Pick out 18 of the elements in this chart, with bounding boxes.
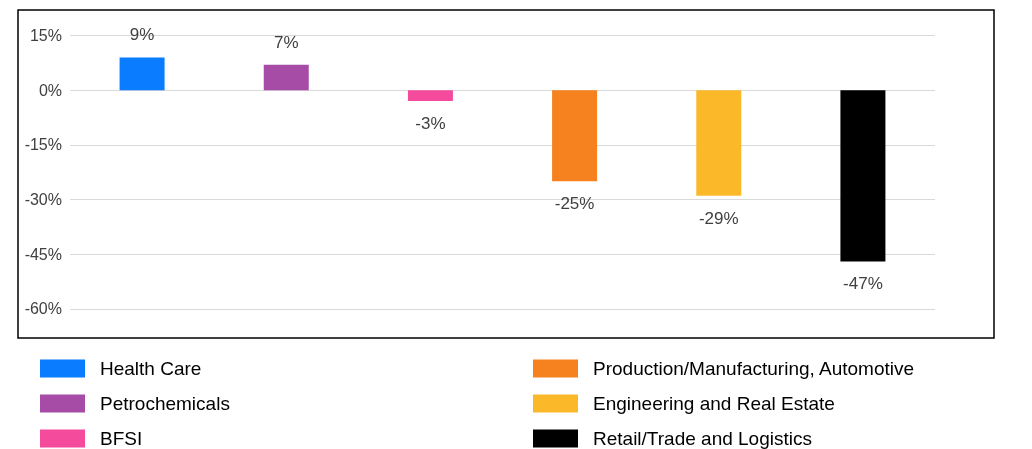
y-tick-label: 0% bbox=[38, 81, 62, 99]
data-label: -29% bbox=[698, 208, 739, 228]
legend-label: BFSI bbox=[100, 428, 143, 449]
legend-label: Engineering and Real Estate bbox=[593, 393, 835, 414]
data-label: -47% bbox=[843, 274, 883, 294]
data-label: -3% bbox=[415, 114, 446, 134]
y-tick-label: -30% bbox=[24, 191, 62, 209]
data-label: 7% bbox=[273, 32, 299, 52]
legend-label: Health Care bbox=[100, 358, 202, 379]
legend-label: Production/Manufacturing, Automotive bbox=[593, 358, 915, 379]
y-tick-label: -45% bbox=[24, 245, 62, 263]
y-tick-label: 15% bbox=[29, 27, 62, 45]
legend-label: Retail/Trade and Logistics bbox=[593, 428, 812, 449]
legend-label: Petrochemicals bbox=[100, 393, 230, 414]
y-tick-label: -60% bbox=[24, 300, 62, 318]
data-label: -25% bbox=[554, 194, 595, 214]
y-tick-label: -15% bbox=[24, 136, 62, 154]
data-label: 9% bbox=[129, 25, 155, 45]
